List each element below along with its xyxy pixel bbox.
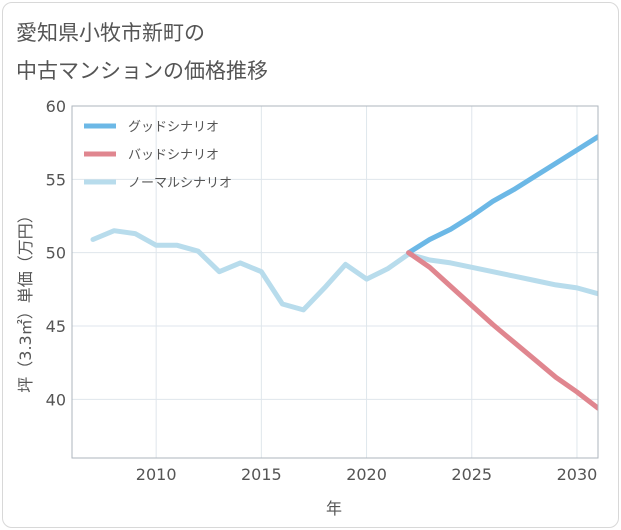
chart-title: 愛知県小牧市新町の 中古マンションの価格推移 xyxy=(16,14,268,90)
series-line-1 xyxy=(406,250,598,411)
x-tick-labels: 2010 2015 2020 2025 2030 xyxy=(136,465,598,484)
y-tick-label: 55 xyxy=(46,170,66,189)
x-tick-label: 2020 xyxy=(346,465,387,484)
legend-label: グッドシナリオ xyxy=(128,120,219,135)
y-tick-label: 45 xyxy=(46,317,66,336)
y-tick-labels: 40 45 50 55 60 xyxy=(46,97,66,409)
series-line-0 xyxy=(406,134,598,256)
series-line-2 xyxy=(90,228,598,313)
chart-title-line-2: 中古マンションの価格推移 xyxy=(16,59,268,83)
x-tick-label: 2030 xyxy=(557,465,598,484)
series-lines xyxy=(90,134,598,411)
legend-label: バッドシナリオ xyxy=(128,148,219,163)
legend-item[interactable]: ノーマルシナリオ xyxy=(84,176,232,191)
x-tick-label: 2015 xyxy=(241,465,282,484)
y-tick-label: 50 xyxy=(46,244,66,263)
x-axis-label: 年 xyxy=(326,499,342,518)
chart-title-line-1: 愛知県小牧市新町の xyxy=(16,21,205,45)
y-axis-label: 坪（3.3㎡）単価（万円） xyxy=(16,207,35,392)
grid-lines xyxy=(72,105,598,458)
plot-area-border xyxy=(71,105,599,459)
legend-item[interactable]: バッドシナリオ xyxy=(84,148,219,163)
legend-label: ノーマルシナリオ xyxy=(128,176,232,191)
x-tick-label: 2010 xyxy=(136,465,177,484)
x-tick-label: 2025 xyxy=(451,465,492,484)
y-tick-label: 60 xyxy=(46,97,66,116)
legend-item[interactable]: グッドシナリオ xyxy=(84,120,219,135)
y-tick-label: 40 xyxy=(46,390,66,409)
